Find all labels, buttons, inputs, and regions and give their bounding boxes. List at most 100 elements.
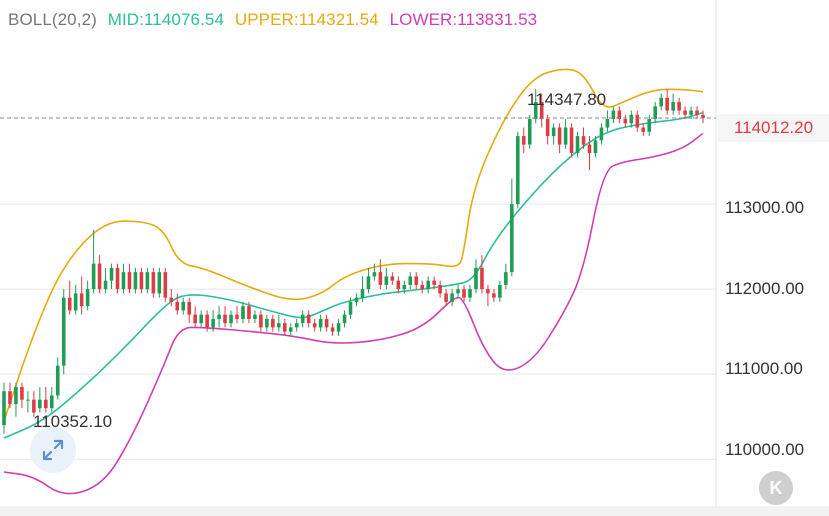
candle-body — [175, 301, 180, 311]
candle-body — [492, 293, 496, 298]
candle-body — [569, 127, 574, 154]
candle — [109, 263, 114, 290]
candle — [348, 297, 353, 319]
candle — [587, 136, 592, 171]
candle — [20, 382, 24, 409]
candle — [115, 263, 120, 294]
candle — [205, 310, 209, 332]
candle — [103, 267, 108, 294]
legend-lower: LOWER:113831.53 — [389, 10, 538, 29]
candle-body — [390, 276, 395, 281]
candle-body — [294, 323, 299, 328]
candle — [169, 289, 174, 307]
candle — [629, 110, 634, 128]
candle-body — [611, 110, 616, 120]
candle — [647, 114, 652, 137]
candle — [521, 127, 526, 154]
candle — [462, 284, 466, 302]
candle — [480, 255, 484, 294]
candle-body — [217, 314, 221, 319]
candle-body — [623, 119, 628, 124]
candle — [605, 110, 610, 132]
candle-body — [462, 289, 466, 298]
candle-body — [456, 289, 460, 294]
candle-body — [665, 97, 669, 111]
candle-body — [32, 399, 36, 413]
candle — [396, 276, 401, 294]
candle — [330, 323, 335, 336]
candle — [294, 318, 299, 332]
candle — [133, 267, 138, 294]
candle-body — [73, 293, 78, 311]
candle-body — [539, 102, 544, 120]
candle-body — [44, 399, 48, 409]
candle — [695, 106, 699, 120]
candle-body — [372, 272, 377, 277]
indicator-legend: BOLL(20,2) MID:114076.54 UPPER:114321.54… — [8, 10, 537, 30]
candle-body — [498, 284, 502, 298]
candle-body — [432, 280, 436, 285]
candle-body — [635, 114, 640, 128]
candle-body — [271, 318, 275, 328]
candle — [91, 229, 96, 294]
candle — [474, 259, 478, 294]
candle — [486, 284, 490, 307]
candle-body — [551, 127, 556, 137]
candle-body — [247, 306, 251, 319]
candle — [611, 106, 616, 124]
candle-body — [91, 263, 96, 290]
candle — [32, 391, 36, 417]
candle-body — [414, 276, 419, 285]
legend-title: BOLL(20,2) — [8, 10, 97, 29]
candle — [360, 276, 365, 302]
candle — [701, 110, 705, 124]
candlesticks — [2, 89, 705, 434]
candle — [318, 314, 323, 332]
candle-body — [336, 323, 341, 332]
candle — [14, 382, 18, 417]
candle-body — [55, 365, 60, 396]
candle-body — [235, 314, 239, 319]
candle-body — [312, 323, 317, 328]
candle-body — [659, 97, 663, 107]
candle-body — [211, 318, 215, 328]
candle — [659, 93, 663, 111]
candle-body — [151, 272, 156, 294]
candle-body — [444, 293, 448, 302]
candle-body — [653, 106, 657, 120]
candle — [283, 318, 287, 336]
candle-body — [641, 127, 646, 132]
candle — [187, 297, 191, 324]
candle-body — [599, 127, 604, 141]
candle-body — [181, 301, 186, 311]
y-axis-label: 112000.00 — [725, 279, 805, 298]
candle-body — [67, 297, 72, 311]
candle — [569, 123, 574, 158]
candle-body — [605, 119, 610, 128]
candle-body — [133, 272, 138, 290]
candle — [426, 276, 430, 294]
candle — [563, 119, 568, 149]
candle-body — [8, 391, 12, 404]
candle — [181, 297, 186, 315]
candle — [73, 284, 78, 315]
y-axis-label: 110000.00 — [725, 440, 805, 459]
candle-body — [581, 136, 586, 145]
candle — [44, 386, 48, 413]
candle-body — [169, 297, 174, 302]
candle — [271, 314, 275, 332]
candle-body — [593, 140, 598, 154]
candle-body — [265, 318, 269, 328]
candle — [366, 267, 371, 294]
candle — [235, 306, 239, 324]
expand-button[interactable] — [30, 427, 76, 473]
candle-body — [97, 263, 102, 290]
candle — [384, 267, 389, 290]
k-logo-icon: K — [759, 471, 793, 505]
candle-body — [575, 136, 580, 154]
candle-body — [20, 386, 24, 400]
boll-mid-line — [3, 111, 704, 439]
candle — [85, 280, 90, 311]
